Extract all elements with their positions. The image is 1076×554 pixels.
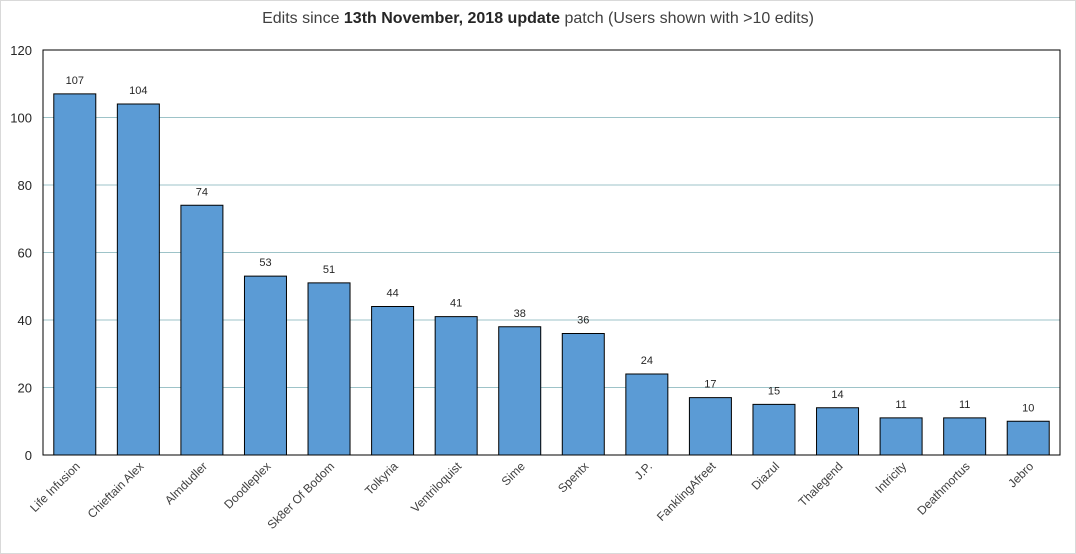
y-tick-label: 0 <box>25 448 32 463</box>
bar <box>116 103 160 456</box>
category-label: Sk8er Of Bodom <box>265 459 338 532</box>
bar <box>307 282 351 456</box>
bar <box>752 403 796 456</box>
data-label: 24 <box>641 355 653 367</box>
data-label: 107 <box>66 75 84 87</box>
bar <box>561 333 605 456</box>
category-label: Almdudler <box>162 459 210 507</box>
category-label: Diazul <box>749 459 782 492</box>
category-label: Doodleplex <box>221 459 273 511</box>
category-label: FanklingAfreet <box>654 459 719 524</box>
bar <box>371 306 415 456</box>
data-label: 10 <box>1022 402 1034 414</box>
bar <box>625 373 669 456</box>
data-label: 53 <box>259 257 271 269</box>
y-tick-label: 60 <box>18 246 32 261</box>
data-label: 15 <box>768 385 780 397</box>
category-label: Deathmortus <box>914 459 972 517</box>
data-label: 74 <box>196 186 208 198</box>
category-label: Intricity <box>872 459 909 496</box>
y-tick-label: 20 <box>18 381 32 396</box>
category-label: Tolkyria <box>362 459 401 498</box>
category-label: Spentx <box>555 459 591 495</box>
bar <box>1006 420 1050 456</box>
data-label: 41 <box>450 298 462 310</box>
category-label: Chieftain Alex <box>85 459 147 521</box>
category-label: Ventriloquist <box>408 459 465 516</box>
data-label: 38 <box>514 308 526 320</box>
bar <box>53 93 97 456</box>
category-label: J.P. <box>632 459 655 482</box>
y-tick-label: 100 <box>10 111 32 126</box>
data-label: 14 <box>831 389 843 401</box>
category-label: Life Infusion <box>27 459 83 515</box>
data-label: 17 <box>704 379 716 391</box>
chart-title: Edits since 13th November, 2018 update p… <box>262 10 814 27</box>
bar <box>816 407 860 456</box>
category-label: Jebro <box>1005 459 1036 490</box>
category-label: Thalegend <box>796 459 846 509</box>
data-label: 44 <box>386 288 398 300</box>
plot-area-border <box>42 49 1061 456</box>
bar <box>943 417 987 456</box>
bar <box>688 397 732 456</box>
bar <box>243 275 287 456</box>
data-label: 104 <box>129 85 147 97</box>
y-tick-label: 80 <box>18 178 32 193</box>
y-tick-label: 120 <box>10 43 32 58</box>
data-label: 11 <box>895 399 906 411</box>
bar <box>434 316 478 456</box>
bar <box>180 204 224 456</box>
data-label: 11 <box>959 399 970 411</box>
bar <box>498 326 542 456</box>
data-label: 36 <box>577 315 589 327</box>
y-tick-label: 40 <box>18 313 32 328</box>
category-label: Sime <box>499 459 528 488</box>
bar <box>879 417 923 456</box>
data-label: 51 <box>323 264 335 276</box>
